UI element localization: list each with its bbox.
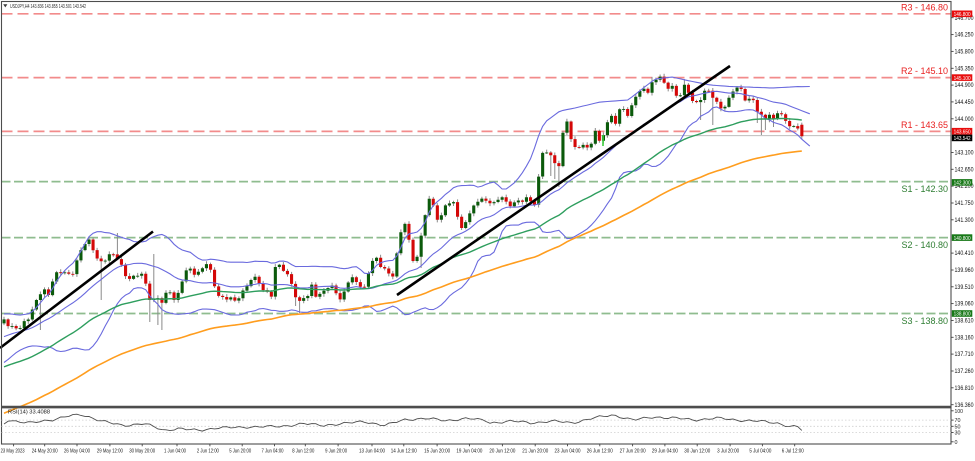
svg-text:142.650: 142.650 xyxy=(955,167,975,173)
svg-text:138.160: 138.160 xyxy=(955,335,975,341)
svg-text:21 Jun 20:00: 21 Jun 20:00 xyxy=(522,449,548,455)
svg-text:9 Jun 20:00: 9 Jun 20:00 xyxy=(325,449,347,455)
svg-text:30 May 20:00: 30 May 20:00 xyxy=(129,449,155,455)
svg-text:R1 - 143.65: R1 - 143.65 xyxy=(901,120,948,130)
svg-text:5 Jun 20:00: 5 Jun 20:00 xyxy=(229,449,251,455)
svg-text:136.360: 136.360 xyxy=(955,403,975,409)
svg-text:S1 - 142.30: S1 - 142.30 xyxy=(901,184,948,194)
svg-text:140.410: 140.410 xyxy=(955,251,975,257)
svg-text:137.260: 137.260 xyxy=(955,369,975,375)
svg-text:145.100: 145.100 xyxy=(954,76,971,82)
svg-text:19 Jun 04:00: 19 Jun 04:00 xyxy=(456,449,482,455)
svg-text:137.710: 137.710 xyxy=(955,352,975,358)
svg-text:142.200: 142.200 xyxy=(955,184,975,190)
svg-text:143.542: 143.542 xyxy=(954,136,971,142)
svg-text:141.300: 141.300 xyxy=(955,218,975,224)
svg-text:139.960: 139.960 xyxy=(955,268,975,274)
svg-text:3 Jul 20:00: 3 Jul 20:00 xyxy=(717,449,739,455)
svg-text:141.750: 141.750 xyxy=(955,201,975,207)
svg-text:29 May 12:00: 29 May 12:00 xyxy=(97,449,123,455)
svg-text:14 Jun 12:00: 14 Jun 12:00 xyxy=(391,449,417,455)
svg-text:29 Jun 04:00: 29 Jun 04:00 xyxy=(652,449,678,455)
svg-text:S2 - 140.80: S2 - 140.80 xyxy=(901,240,948,250)
svg-text:143.100: 143.100 xyxy=(955,151,975,157)
svg-text:30 Jun 12:00: 30 Jun 12:00 xyxy=(684,449,710,455)
svg-text:145.800: 145.800 xyxy=(955,50,975,56)
svg-text:0: 0 xyxy=(955,440,958,446)
svg-text:5 Jul 04:00: 5 Jul 04:00 xyxy=(749,449,771,455)
svg-text:136.810: 136.810 xyxy=(955,386,975,392)
svg-text:144.450: 144.450 xyxy=(955,100,975,106)
svg-text:RSI(14) 33.4088: RSI(14) 33.4088 xyxy=(8,410,50,416)
svg-text:138.800: 138.800 xyxy=(954,312,971,318)
svg-text:145.350: 145.350 xyxy=(955,66,975,72)
svg-text:1 Jun 04:00: 1 Jun 04:00 xyxy=(164,449,186,455)
svg-text:26 Jun 12:00: 26 Jun 12:00 xyxy=(587,449,613,455)
svg-text:144.000: 144.000 xyxy=(955,117,975,123)
svg-text:15 Jun 20:00: 15 Jun 20:00 xyxy=(424,449,450,455)
svg-text:139.510: 139.510 xyxy=(955,285,975,291)
svg-text:13 Jun 04:00: 13 Jun 04:00 xyxy=(359,449,385,455)
svg-text:27 Jun 20:00: 27 Jun 20:00 xyxy=(620,449,646,455)
svg-text:26 May 04:00: 26 May 04:00 xyxy=(64,449,90,455)
svg-text:6 Jul 12:00: 6 Jul 12:00 xyxy=(782,449,804,455)
svg-text:20 Jun 12:00: 20 Jun 12:00 xyxy=(489,449,515,455)
svg-text:142.300: 142.300 xyxy=(954,181,971,187)
svg-text:R3 - 146.80: R3 - 146.80 xyxy=(901,2,948,12)
svg-text:23 Jun 04:00: 23 Jun 04:00 xyxy=(555,449,581,455)
svg-text:100: 100 xyxy=(955,409,964,415)
svg-text:23 May 2023: 23 May 2023 xyxy=(1,449,25,455)
svg-text:S3 - 138.80: S3 - 138.80 xyxy=(901,316,948,326)
svg-text:30: 30 xyxy=(955,431,961,437)
svg-text:143.650: 143.650 xyxy=(954,129,971,135)
svg-text:USDJPY,H4 143.836 143.855 143.: USDJPY,H4 143.836 143.855 143.501 143.54… xyxy=(10,4,86,10)
svg-text:R2 - 145.10: R2 - 145.10 xyxy=(901,66,948,76)
svg-text:146.800: 146.800 xyxy=(954,12,971,18)
svg-text:146.700: 146.700 xyxy=(955,16,975,22)
svg-text:144.900: 144.900 xyxy=(955,83,975,89)
svg-text:139.060: 139.060 xyxy=(955,302,975,308)
svg-text:7 Jun 04:00: 7 Jun 04:00 xyxy=(262,449,284,455)
svg-text:140.800: 140.800 xyxy=(954,236,971,242)
svg-text:8 Jun 12:00: 8 Jun 12:00 xyxy=(292,449,314,455)
svg-text:138.610: 138.610 xyxy=(955,319,975,325)
svg-text:24 May 20:00: 24 May 20:00 xyxy=(32,449,58,455)
svg-text:50: 50 xyxy=(955,424,961,430)
svg-text:146.250: 146.250 xyxy=(955,33,975,39)
svg-text:70: 70 xyxy=(955,418,961,424)
svg-text:2 Jun 12:00: 2 Jun 12:00 xyxy=(197,449,219,455)
